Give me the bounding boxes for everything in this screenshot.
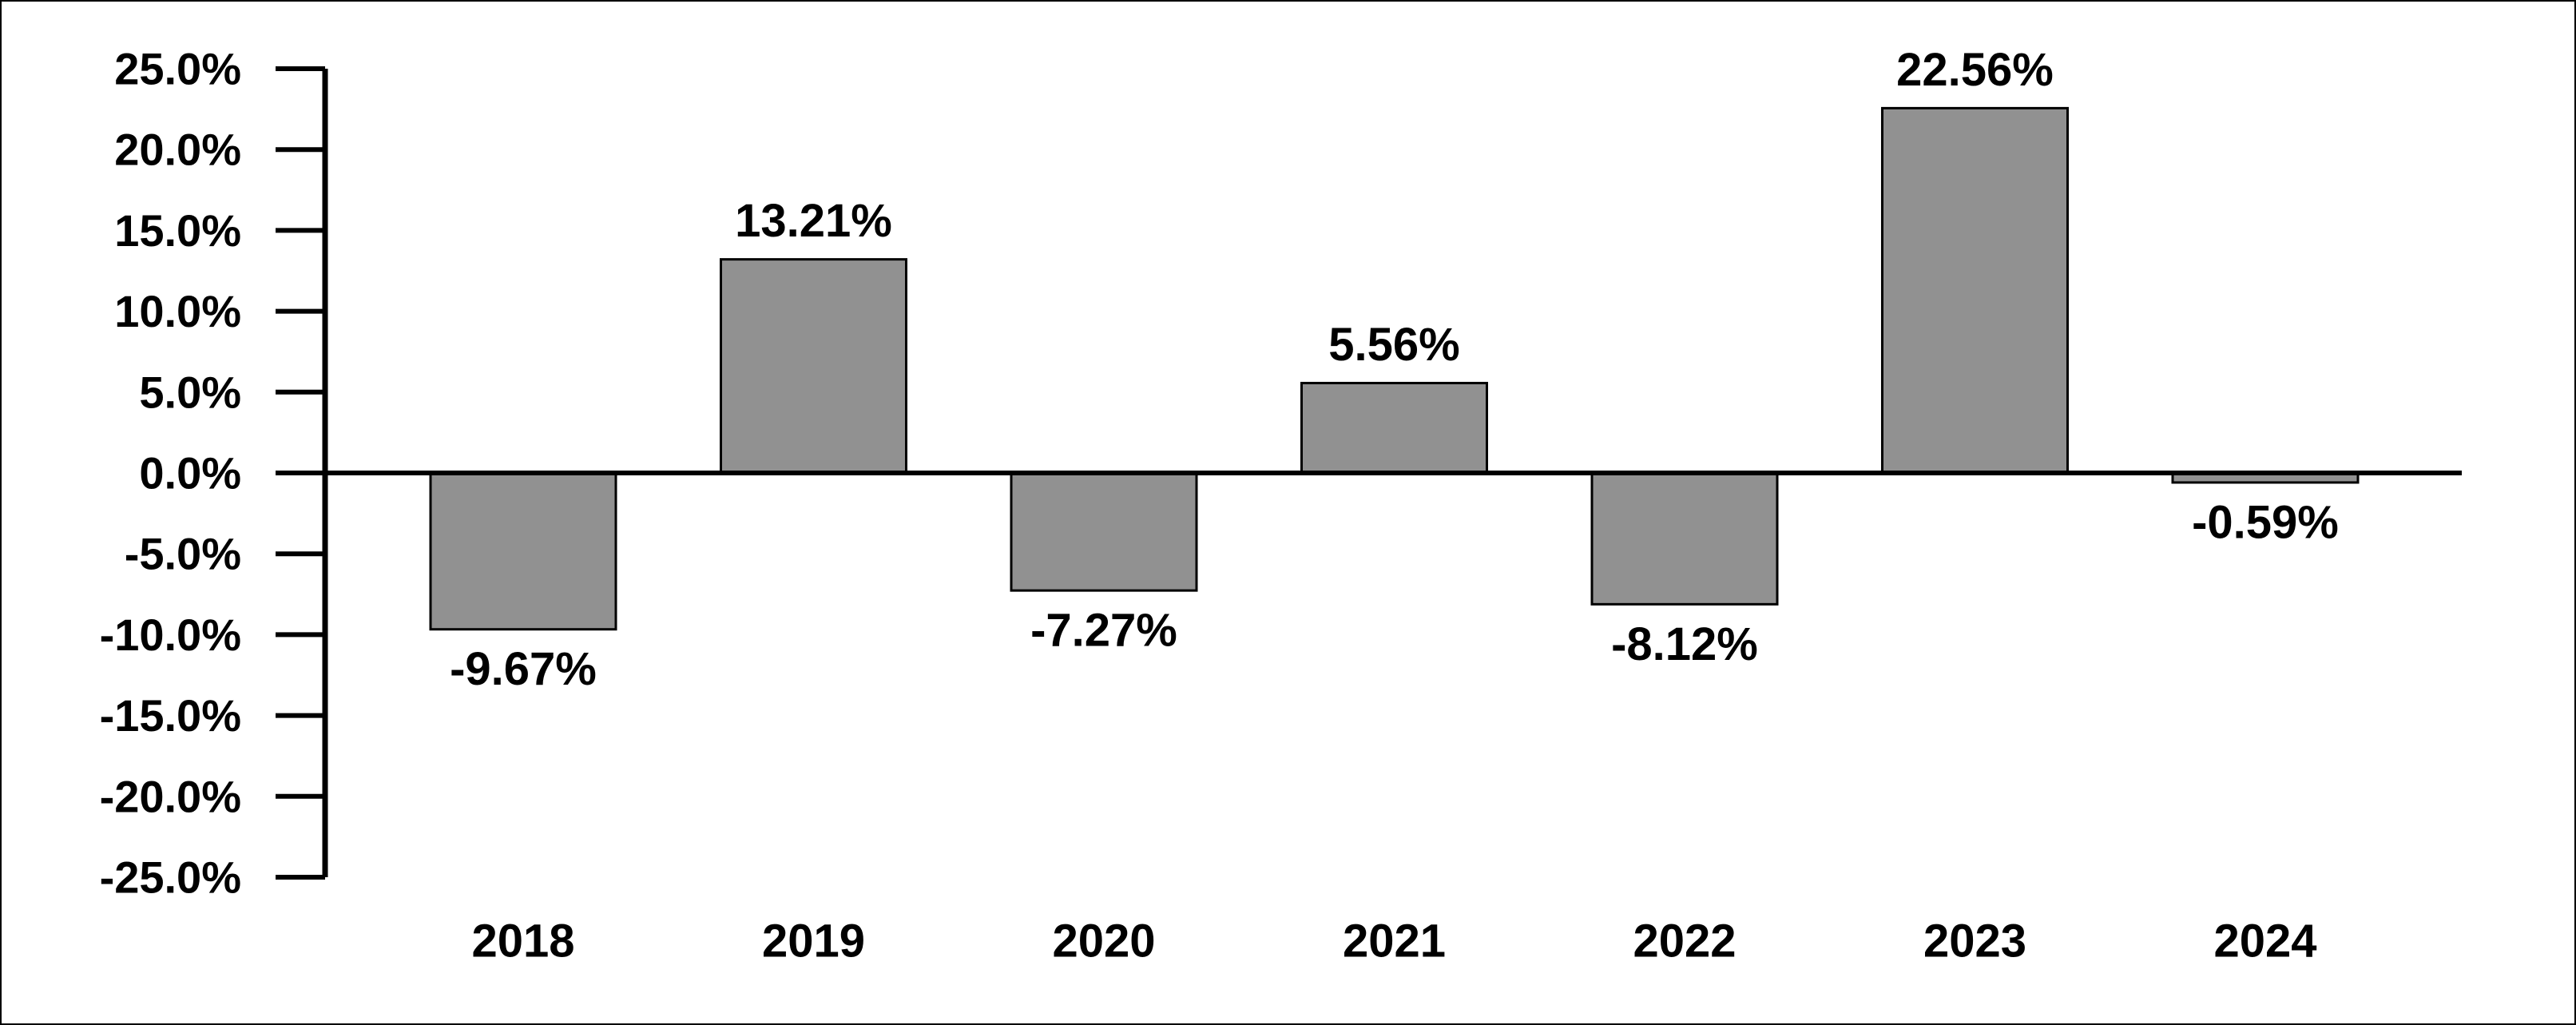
bar-2022 bbox=[1590, 471, 1779, 606]
bar-2020 bbox=[1010, 471, 1198, 592]
y-tick-label: -20.0% bbox=[100, 771, 241, 821]
category-label-2019: 2019 bbox=[762, 916, 865, 967]
y-tick-label: 0.0% bbox=[139, 448, 241, 499]
axes-group bbox=[276, 66, 2462, 880]
category-labels-group: 2018 2019 2020 2021 2022 2023 2024 bbox=[471, 916, 2316, 967]
y-tick-label: 5.0% bbox=[139, 367, 241, 417]
bars-group bbox=[429, 106, 2360, 631]
y-tick-labels-group: 25.0% 20.0% 15.0% 10.0% 5.0% 0.0% -5.0% -10.0% -… bbox=[100, 44, 241, 903]
data-label-2022: -8.12% bbox=[1611, 618, 1758, 670]
category-label-2024: 2024 bbox=[2213, 916, 2316, 967]
y-tick-label: 10.0% bbox=[114, 286, 241, 336]
bar-2019 bbox=[720, 258, 907, 475]
data-label-2024: -0.59% bbox=[2192, 496, 2339, 548]
y-tick-label: -10.0% bbox=[100, 610, 241, 660]
bar-2018 bbox=[429, 471, 617, 631]
bar-2021 bbox=[1300, 381, 1488, 475]
y-tick-label: 25.0% bbox=[114, 44, 241, 94]
y-tick-label: -15.0% bbox=[100, 690, 241, 741]
category-label-2022: 2022 bbox=[1633, 916, 1736, 967]
category-label-2021: 2021 bbox=[1343, 916, 1446, 967]
data-label-2018: -9.67% bbox=[450, 643, 597, 695]
category-label-2020: 2020 bbox=[1052, 916, 1155, 967]
data-label-2021: 5.56% bbox=[1328, 319, 1459, 371]
data-label-2019: 13.21% bbox=[735, 195, 892, 247]
data-label-2020: -7.27% bbox=[1030, 605, 1177, 657]
y-tick-label: -25.0% bbox=[100, 852, 241, 903]
y-tick-label: 15.0% bbox=[114, 205, 241, 256]
data-labels-group: -9.67% 13.21% -7.27% 5.56% -8.12% 22.56% -0.59… bbox=[450, 44, 2339, 695]
y-tick-label: -5.0% bbox=[125, 529, 241, 579]
category-label-2018: 2018 bbox=[471, 916, 574, 967]
category-label-2023: 2023 bbox=[1923, 916, 2026, 967]
bar-2023 bbox=[1881, 106, 2069, 475]
y-tick-label: 20.0% bbox=[114, 125, 241, 175]
data-label-2023: 22.56% bbox=[1896, 44, 2054, 96]
